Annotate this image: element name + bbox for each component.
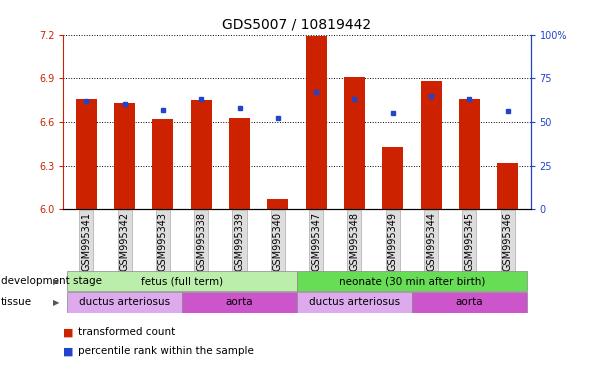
Text: fetus (full term): fetus (full term) (141, 276, 223, 286)
Bar (420, 81, 441, 209)
Bar (67, 271, 297, 291)
Bar (412, 292, 527, 313)
Text: GSM995347: GSM995347 (311, 212, 321, 271)
Text: GSM995348: GSM995348 (349, 212, 359, 271)
Bar (382, 147, 403, 209)
Text: GSM995344: GSM995344 (426, 212, 436, 271)
Text: GSM995339: GSM995339 (235, 212, 245, 271)
Bar (497, 163, 518, 209)
Text: tissue: tissue (1, 297, 32, 308)
Text: GSM995343: GSM995343 (158, 212, 168, 271)
Bar (153, 119, 174, 209)
Text: GSM995349: GSM995349 (388, 212, 398, 271)
Text: GSM995338: GSM995338 (196, 212, 206, 271)
Bar (297, 271, 527, 291)
Bar (459, 99, 480, 209)
Text: neonate (30 min after birth): neonate (30 min after birth) (339, 276, 485, 286)
Text: transformed count: transformed count (78, 327, 175, 337)
Text: aorta: aorta (455, 297, 483, 308)
Text: ■: ■ (63, 346, 77, 356)
Text: GDS5007 / 10819442: GDS5007 / 10819442 (223, 17, 371, 31)
Bar (114, 103, 135, 209)
Text: ▶: ▶ (53, 277, 59, 286)
Text: development stage: development stage (1, 276, 101, 286)
Text: GSM995345: GSM995345 (464, 212, 475, 271)
Text: GSM995342: GSM995342 (119, 212, 130, 271)
Bar (306, 36, 327, 209)
Text: ■: ■ (63, 327, 77, 337)
Text: ▶: ▶ (53, 298, 59, 307)
Bar (76, 99, 97, 209)
Text: GSM995340: GSM995340 (273, 212, 283, 271)
Bar (297, 292, 412, 313)
Bar (267, 199, 288, 209)
Bar (67, 292, 182, 313)
Bar (182, 292, 297, 313)
Text: aorta: aorta (226, 297, 253, 308)
Bar (191, 100, 212, 209)
Text: GSM995346: GSM995346 (503, 212, 513, 271)
Text: percentile rank within the sample: percentile rank within the sample (78, 346, 254, 356)
Bar (344, 77, 365, 209)
Text: ductus arteriosus: ductus arteriosus (309, 297, 400, 308)
Text: GSM995341: GSM995341 (81, 212, 91, 271)
Bar (229, 118, 250, 209)
Text: ductus arteriosus: ductus arteriosus (79, 297, 170, 308)
